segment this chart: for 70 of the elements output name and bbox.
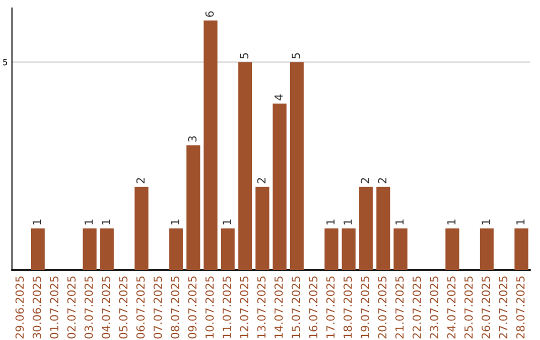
data-label: 5 (240, 53, 248, 58)
x-tick-label: 09.07.2025 (188, 276, 197, 338)
x-tick-label: 18.07.2025 (344, 276, 352, 338)
x-tick-label: 27.07.2025 (498, 276, 508, 338)
bar (82, 228, 97, 270)
x-tick-label: 30.06.2025 (32, 276, 42, 338)
data-label: 2 (378, 178, 386, 184)
x-tick-label: 16.07.2025 (308, 276, 318, 338)
bar (272, 104, 287, 270)
bar (134, 186, 148, 270)
bar (255, 186, 270, 270)
data-label: 2 (360, 178, 370, 184)
bar (342, 228, 356, 270)
data-label: 2 (257, 178, 266, 184)
bar (238, 62, 252, 270)
x-tick-label: 04.07.2025 (102, 276, 110, 338)
bar (480, 228, 494, 270)
bar (30, 228, 45, 270)
x-tick-label: 21.07.2025 (395, 276, 404, 338)
x-tick-label: 25.07.2025 (464, 276, 473, 338)
x-tick-label: 03.07.2025 (84, 276, 93, 338)
bar (376, 186, 390, 270)
x-tick-label: 06.07.2025 (136, 276, 145, 338)
x-tick-label: 26.07.2025 (482, 276, 490, 338)
data-label: 4 (274, 94, 283, 100)
bar (220, 228, 235, 270)
data-label: 3 (188, 136, 197, 142)
x-tick-label: 24.07.2025 (447, 276, 456, 338)
data-label: 1 (84, 220, 93, 224)
x-tick-label: 23.07.2025 (430, 276, 438, 338)
bar (290, 62, 304, 270)
x-tick-label: 10.07.2025 (205, 276, 214, 338)
data-label: 1 (32, 220, 41, 224)
data-label: 5 (292, 53, 300, 58)
x-tick-label: 29.06.2025 (15, 276, 24, 338)
data-label: 1 (516, 220, 524, 224)
x-tick-label: 11.07.2025 (222, 276, 232, 338)
x-tick-label: 02.07.2025 (67, 276, 76, 338)
data-label: 1 (344, 220, 352, 224)
data-label: 1 (102, 220, 110, 224)
x-tick-label: 28.07.2025 (516, 276, 525, 338)
data-label: 1 (395, 220, 404, 224)
bar (169, 228, 183, 270)
bar (359, 186, 373, 270)
x-tick-label: 20.07.2025 (378, 276, 386, 338)
x-tick-label: 17.07.2025 (326, 276, 335, 338)
data-label: 1 (326, 220, 334, 224)
x-tick-label: 15.07.2025 (292, 276, 300, 338)
data-label: 2 (136, 178, 145, 184)
data-label: 1 (222, 220, 231, 224)
bar (514, 228, 528, 270)
bar (445, 228, 460, 270)
x-tick-label: 14.07.2025 (274, 276, 283, 338)
bar (100, 228, 114, 270)
x-tick-label: 07.07.2025 (154, 276, 162, 338)
bar (324, 228, 338, 270)
data-label: 6 (205, 11, 214, 17)
x-tick-label: 08.07.2025 (170, 276, 180, 338)
x-tick-label: 12.07.2025 (240, 276, 248, 338)
bar (204, 20, 218, 270)
data-label: 1 (447, 220, 456, 224)
x-tick-label: 19.07.2025 (360, 276, 370, 338)
x-tick-label: 05.07.2025 (119, 276, 128, 338)
data-label: 1 (482, 220, 490, 224)
bar (394, 228, 408, 270)
x-tick-label: 22.07.2025 (412, 276, 421, 338)
bar (186, 145, 200, 270)
data-label: 1 (171, 220, 180, 224)
x-tick-label: 01.07.2025 (50, 276, 58, 338)
x-tick-label: 13.07.2025 (257, 276, 266, 338)
